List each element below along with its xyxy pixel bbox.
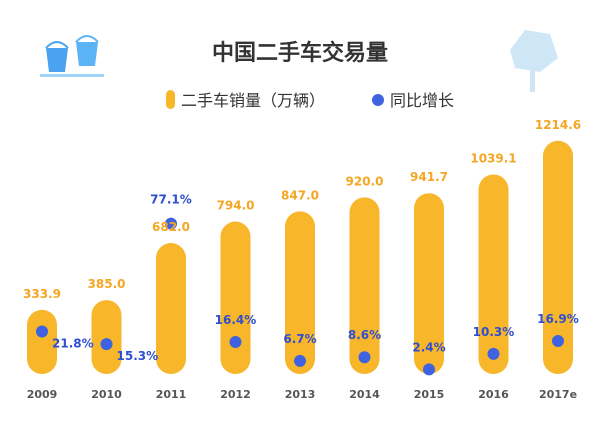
growth-dot-2012 [229, 336, 242, 349]
growth-label-2017e: 16.9% [537, 312, 579, 326]
growth-label-2015: 2.4% [412, 340, 445, 354]
legend-label-sales: 二手车销量（万辆） [181, 91, 325, 110]
bar-label-2013: 847.0 [281, 188, 319, 202]
growth-label-2013: 6.7% [283, 332, 316, 346]
x-tick-2010: 2010 [91, 388, 122, 401]
bar-2009 [27, 309, 57, 374]
labels-layer: 333.9 21.8% 2009 385.0 15.3% 2010 682.0 77.1% 20… [23, 118, 581, 401]
bar-2016 [478, 174, 509, 374]
x-tick-2013: 2013 [285, 388, 316, 401]
growth-label-2009: 21.8% [52, 336, 94, 350]
tree-icon [510, 30, 558, 92]
legend-swatch-sales [166, 90, 175, 109]
bar-2015 [414, 193, 444, 374]
bar-label-2017e: 1214.6 [535, 118, 581, 132]
growth-dot-2016 [487, 347, 500, 360]
x-tick-2017e: 2017e [539, 388, 577, 401]
growth-label-2012: 16.4% [215, 313, 257, 327]
legend-label-growth: 同比增长 [390, 91, 454, 110]
growth-dot-2009 [36, 325, 48, 338]
bar-label-2012: 794.0 [217, 199, 255, 213]
x-tick-2015: 2015 [414, 388, 445, 401]
bar-label-2010: 385.0 [88, 277, 126, 291]
bars-layer [27, 140, 573, 374]
growth-dot-2011 [165, 217, 177, 230]
bar-2014 [349, 197, 380, 374]
bar-label-2014: 920.0 [346, 174, 384, 188]
legend: 二手车销量（万辆） 同比增长 [166, 90, 454, 110]
bar-2011 [156, 243, 186, 374]
bar-label-2015: 941.7 [410, 170, 448, 184]
growth-label-2011: 77.1% [150, 193, 192, 207]
growth-dot-2010 [100, 338, 113, 351]
growth-dot-2013 [294, 354, 306, 367]
dots-layer [36, 217, 564, 376]
bar-2012 [220, 221, 251, 374]
growth-label-2010: 15.3% [117, 349, 159, 363]
bar-2013 [285, 211, 315, 374]
x-tick-2014: 2014 [349, 388, 380, 401]
bar-label-2009: 333.9 [23, 287, 61, 301]
growth-label-2016: 10.3% [473, 325, 515, 339]
growth-dot-2017e [552, 335, 564, 348]
growth-dot-2015 [423, 363, 435, 376]
x-tick-2009: 2009 [27, 388, 58, 401]
bar-label-2011: 682.0 [152, 220, 190, 234]
legend-swatch-growth [372, 94, 384, 106]
bar-label-2016: 1039.1 [470, 151, 516, 165]
x-tick-2012: 2012 [220, 388, 251, 401]
bar-2017e [543, 140, 573, 374]
chart-title: 中国二手车交易量 [212, 40, 388, 66]
bar-2010 [91, 300, 122, 374]
bucket-icon [40, 35, 104, 77]
x-tick-2011: 2011 [156, 388, 187, 401]
x-tick-2016: 2016 [478, 388, 509, 401]
growth-label-2014: 8.6% [348, 328, 381, 342]
growth-dot-2014 [358, 351, 371, 364]
